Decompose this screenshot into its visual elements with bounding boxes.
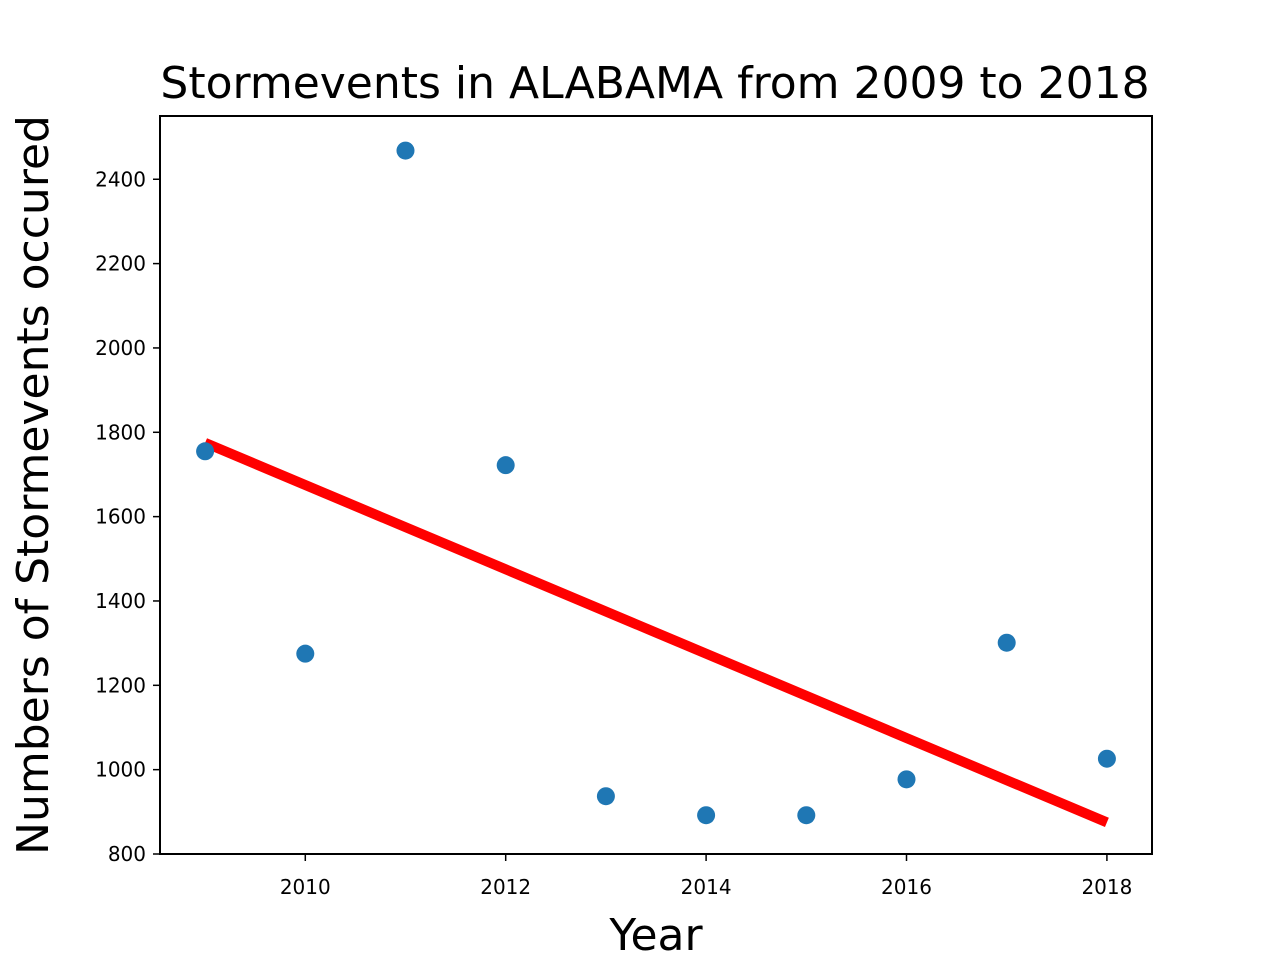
data-point	[196, 442, 215, 461]
chart-title: Stormevents in ALABAMA from 2009 to 2018	[160, 58, 1149, 109]
y-tick-label: 1400	[95, 589, 146, 613]
x-axis: 2010 2012 2014 2016 2018	[280, 854, 1132, 899]
y-tick-label: 2200	[95, 252, 146, 276]
data-point	[797, 806, 816, 825]
y-tick-label: 1200	[95, 673, 146, 697]
x-tick-label: 2018	[1081, 875, 1132, 899]
scatter-series	[196, 141, 1116, 825]
data-point	[697, 806, 716, 825]
data-point	[897, 770, 916, 789]
data-point	[396, 141, 415, 160]
x-tick-label: 2010	[280, 875, 331, 899]
y-tick-label: 2000	[95, 336, 146, 360]
y-axis-label: Numbers of Stormevents occured	[8, 115, 59, 855]
x-axis-label: Year	[608, 910, 703, 960]
trend-line	[203, 438, 1109, 827]
data-point	[496, 456, 515, 475]
plot-area	[159, 115, 1153, 855]
y-tick-label: 800	[108, 842, 146, 866]
y-tick-label: 1800	[95, 420, 146, 444]
x-tick-label: 2012	[480, 875, 531, 899]
y-tick-label: 2400	[95, 167, 146, 191]
data-point	[997, 633, 1016, 652]
data-point	[296, 644, 315, 663]
x-tick-label: 2014	[681, 875, 732, 899]
y-tick-label: 1000	[95, 758, 146, 782]
y-tick-label: 1600	[95, 505, 146, 529]
data-point	[1097, 749, 1116, 768]
y-axis: 800 1000 1200 1400 1600 1800 2000 2200 2400	[95, 167, 160, 866]
data-point	[596, 787, 615, 806]
x-tick-label: 2016	[881, 875, 932, 899]
